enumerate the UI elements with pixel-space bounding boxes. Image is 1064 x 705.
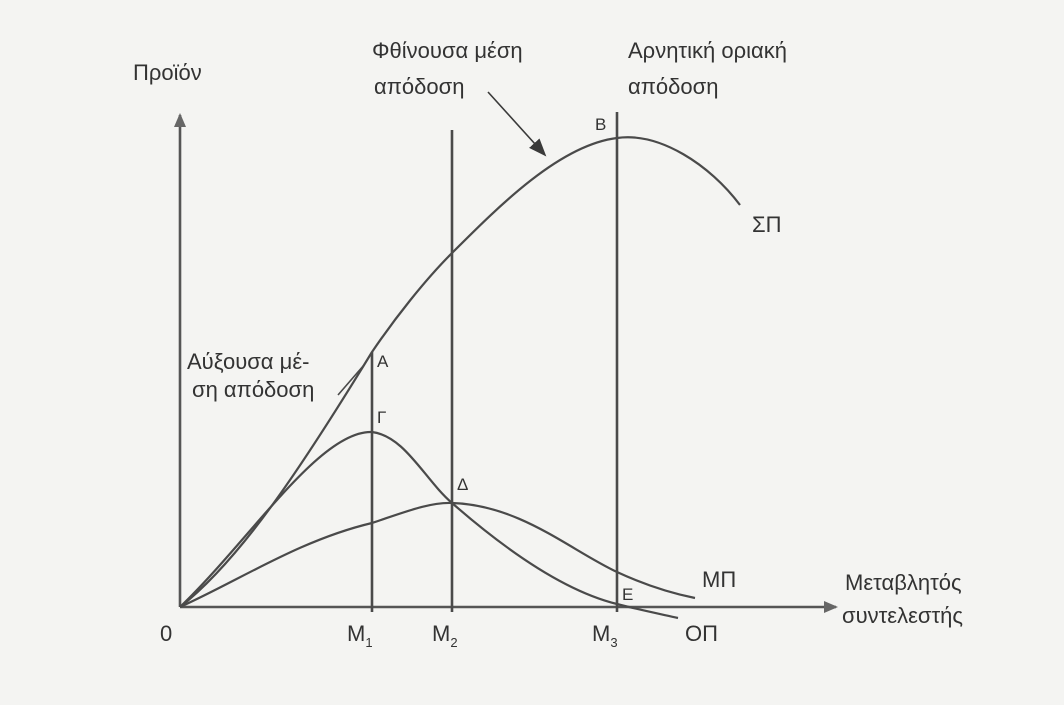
negative-return-label-line2: απόδοση <box>628 74 718 99</box>
tick-m2: M2 <box>432 621 458 650</box>
point-d-label: Δ <box>457 475 468 494</box>
y-axis-label: Προϊόν <box>133 60 202 85</box>
negative-return-label-line1: Αρνητική οριακή <box>628 38 787 63</box>
point-g-label: Γ <box>377 408 386 427</box>
decreasing-return-label-line2: απόδοση <box>374 74 464 99</box>
total-product-curve <box>179 136 741 608</box>
marginal-product-curve <box>179 430 679 620</box>
x-axis-label-line2: συντελεστής <box>842 603 963 628</box>
total-product-label: ΣΠ <box>752 212 782 237</box>
point-b-label: B <box>595 115 606 134</box>
decreasing-return-pointer <box>487 91 547 157</box>
average-product-label: ΜΠ <box>702 567 736 592</box>
increasing-return-pointer <box>337 364 365 396</box>
decreasing-return-label-line1: Φθίνουσα μέση <box>372 38 523 63</box>
marginal-product-label: ΟΠ <box>685 621 718 646</box>
increasing-return-label-line1: Αύξουσα μέ- <box>187 349 309 374</box>
average-product-curve <box>179 501 696 609</box>
tick-m3: M3 <box>592 621 618 650</box>
point-a-label: A <box>377 352 389 371</box>
increasing-return-label-line2: ση απόδοση <box>192 377 314 402</box>
tick-m1: M1 <box>347 621 373 650</box>
origin-label: 0 <box>160 621 172 646</box>
point-e-label: E <box>622 585 633 604</box>
x-axis-label-line1: Μεταβλητός <box>845 570 962 595</box>
